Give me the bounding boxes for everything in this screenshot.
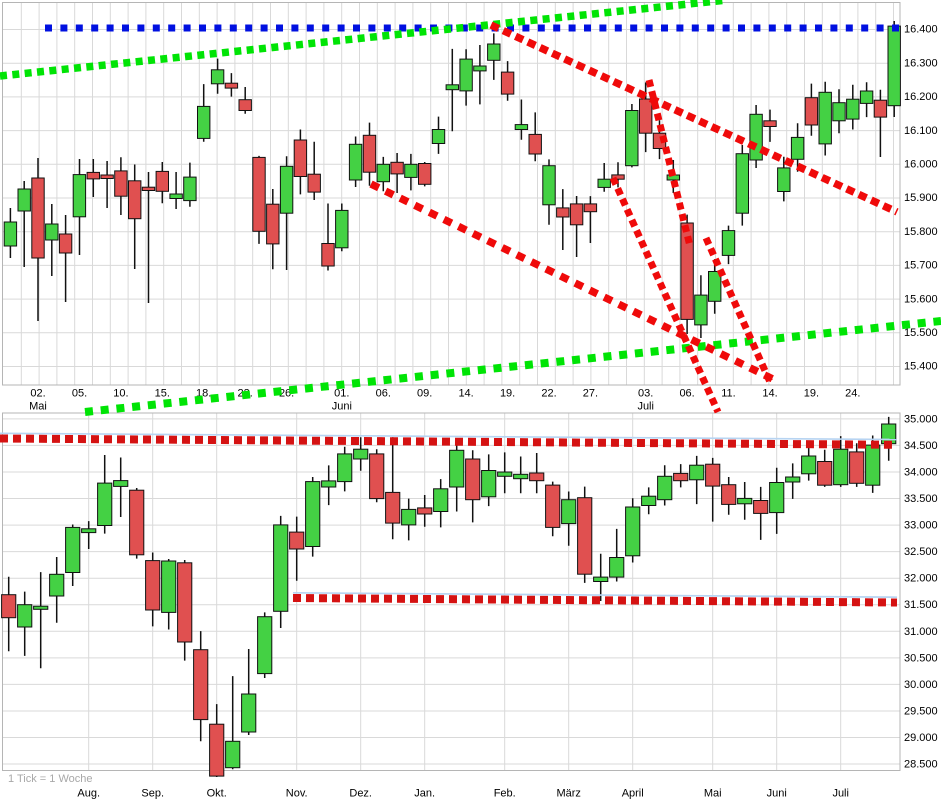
svg-text:1 Tick = 1 Woche: 1 Tick = 1 Woche (8, 773, 92, 785)
svg-text:Juli: Juli (832, 788, 849, 800)
svg-text:16.100: 16.100 (904, 125, 938, 137)
svg-text:33.000: 33.000 (904, 520, 938, 532)
svg-text:15.600: 15.600 (904, 293, 938, 305)
svg-text:32.000: 32.000 (904, 573, 938, 585)
svg-text:16.400: 16.400 (904, 24, 938, 36)
svg-text:Juli: Juli (637, 401, 654, 413)
svg-text:19.: 19. (500, 388, 515, 400)
svg-text:05.: 05. (72, 388, 87, 400)
svg-text:06.: 06. (679, 388, 694, 400)
svg-text:Jan.: Jan. (414, 788, 435, 800)
svg-text:16.300: 16.300 (904, 57, 938, 69)
svg-text:31.500: 31.500 (904, 599, 938, 611)
svg-text:22.: 22. (541, 388, 556, 400)
svg-text:14.: 14. (762, 388, 777, 400)
svg-text:11.: 11. (721, 388, 735, 400)
svg-text:Mai: Mai (704, 788, 722, 800)
svg-text:15.: 15. (155, 388, 170, 400)
svg-text:März: März (556, 788, 580, 800)
svg-text:Nov.: Nov. (286, 788, 308, 800)
svg-text:24.: 24. (845, 388, 860, 400)
svg-text:09.: 09. (417, 388, 432, 400)
svg-text:30.000: 30.000 (904, 679, 938, 691)
svg-text:15.900: 15.900 (904, 192, 938, 204)
svg-text:Aug.: Aug. (77, 788, 100, 800)
svg-text:Dez.: Dez. (349, 788, 372, 800)
svg-text:16.200: 16.200 (904, 91, 938, 103)
svg-text:Feb.: Feb. (494, 788, 516, 800)
svg-text:03.: 03. (638, 388, 653, 400)
svg-text:29.500: 29.500 (904, 706, 938, 718)
svg-text:Juni: Juni (332, 401, 352, 413)
svg-text:Mai: Mai (29, 401, 47, 413)
svg-text:16.000: 16.000 (904, 159, 938, 171)
svg-text:31.000: 31.000 (904, 626, 938, 638)
svg-text:15.800: 15.800 (904, 226, 938, 238)
svg-text:28.500: 28.500 (904, 759, 938, 771)
svg-text:35.000: 35.000 (904, 413, 938, 425)
svg-text:April: April (622, 788, 644, 800)
svg-text:02.: 02. (30, 388, 45, 400)
svg-text:34.500: 34.500 (904, 440, 938, 452)
svg-text:33.500: 33.500 (904, 493, 938, 505)
svg-text:27.: 27. (583, 388, 598, 400)
svg-text:Okt.: Okt. (207, 788, 227, 800)
svg-text:15.400: 15.400 (904, 361, 938, 373)
svg-text:32.500: 32.500 (904, 546, 938, 558)
svg-text:15.500: 15.500 (904, 327, 938, 339)
svg-text:06.: 06. (376, 388, 391, 400)
svg-text:10.: 10. (113, 388, 128, 400)
svg-text:Juni: Juni (767, 788, 787, 800)
svg-text:Sep.: Sep. (141, 788, 164, 800)
svg-text:15.700: 15.700 (904, 260, 938, 272)
svg-text:30.500: 30.500 (904, 652, 938, 664)
svg-text:14.: 14. (458, 388, 473, 400)
svg-text:34.000: 34.000 (904, 467, 938, 479)
svg-text:01.: 01. (334, 388, 349, 400)
svg-text:29.000: 29.000 (904, 732, 938, 744)
svg-text:19.: 19. (804, 388, 819, 400)
